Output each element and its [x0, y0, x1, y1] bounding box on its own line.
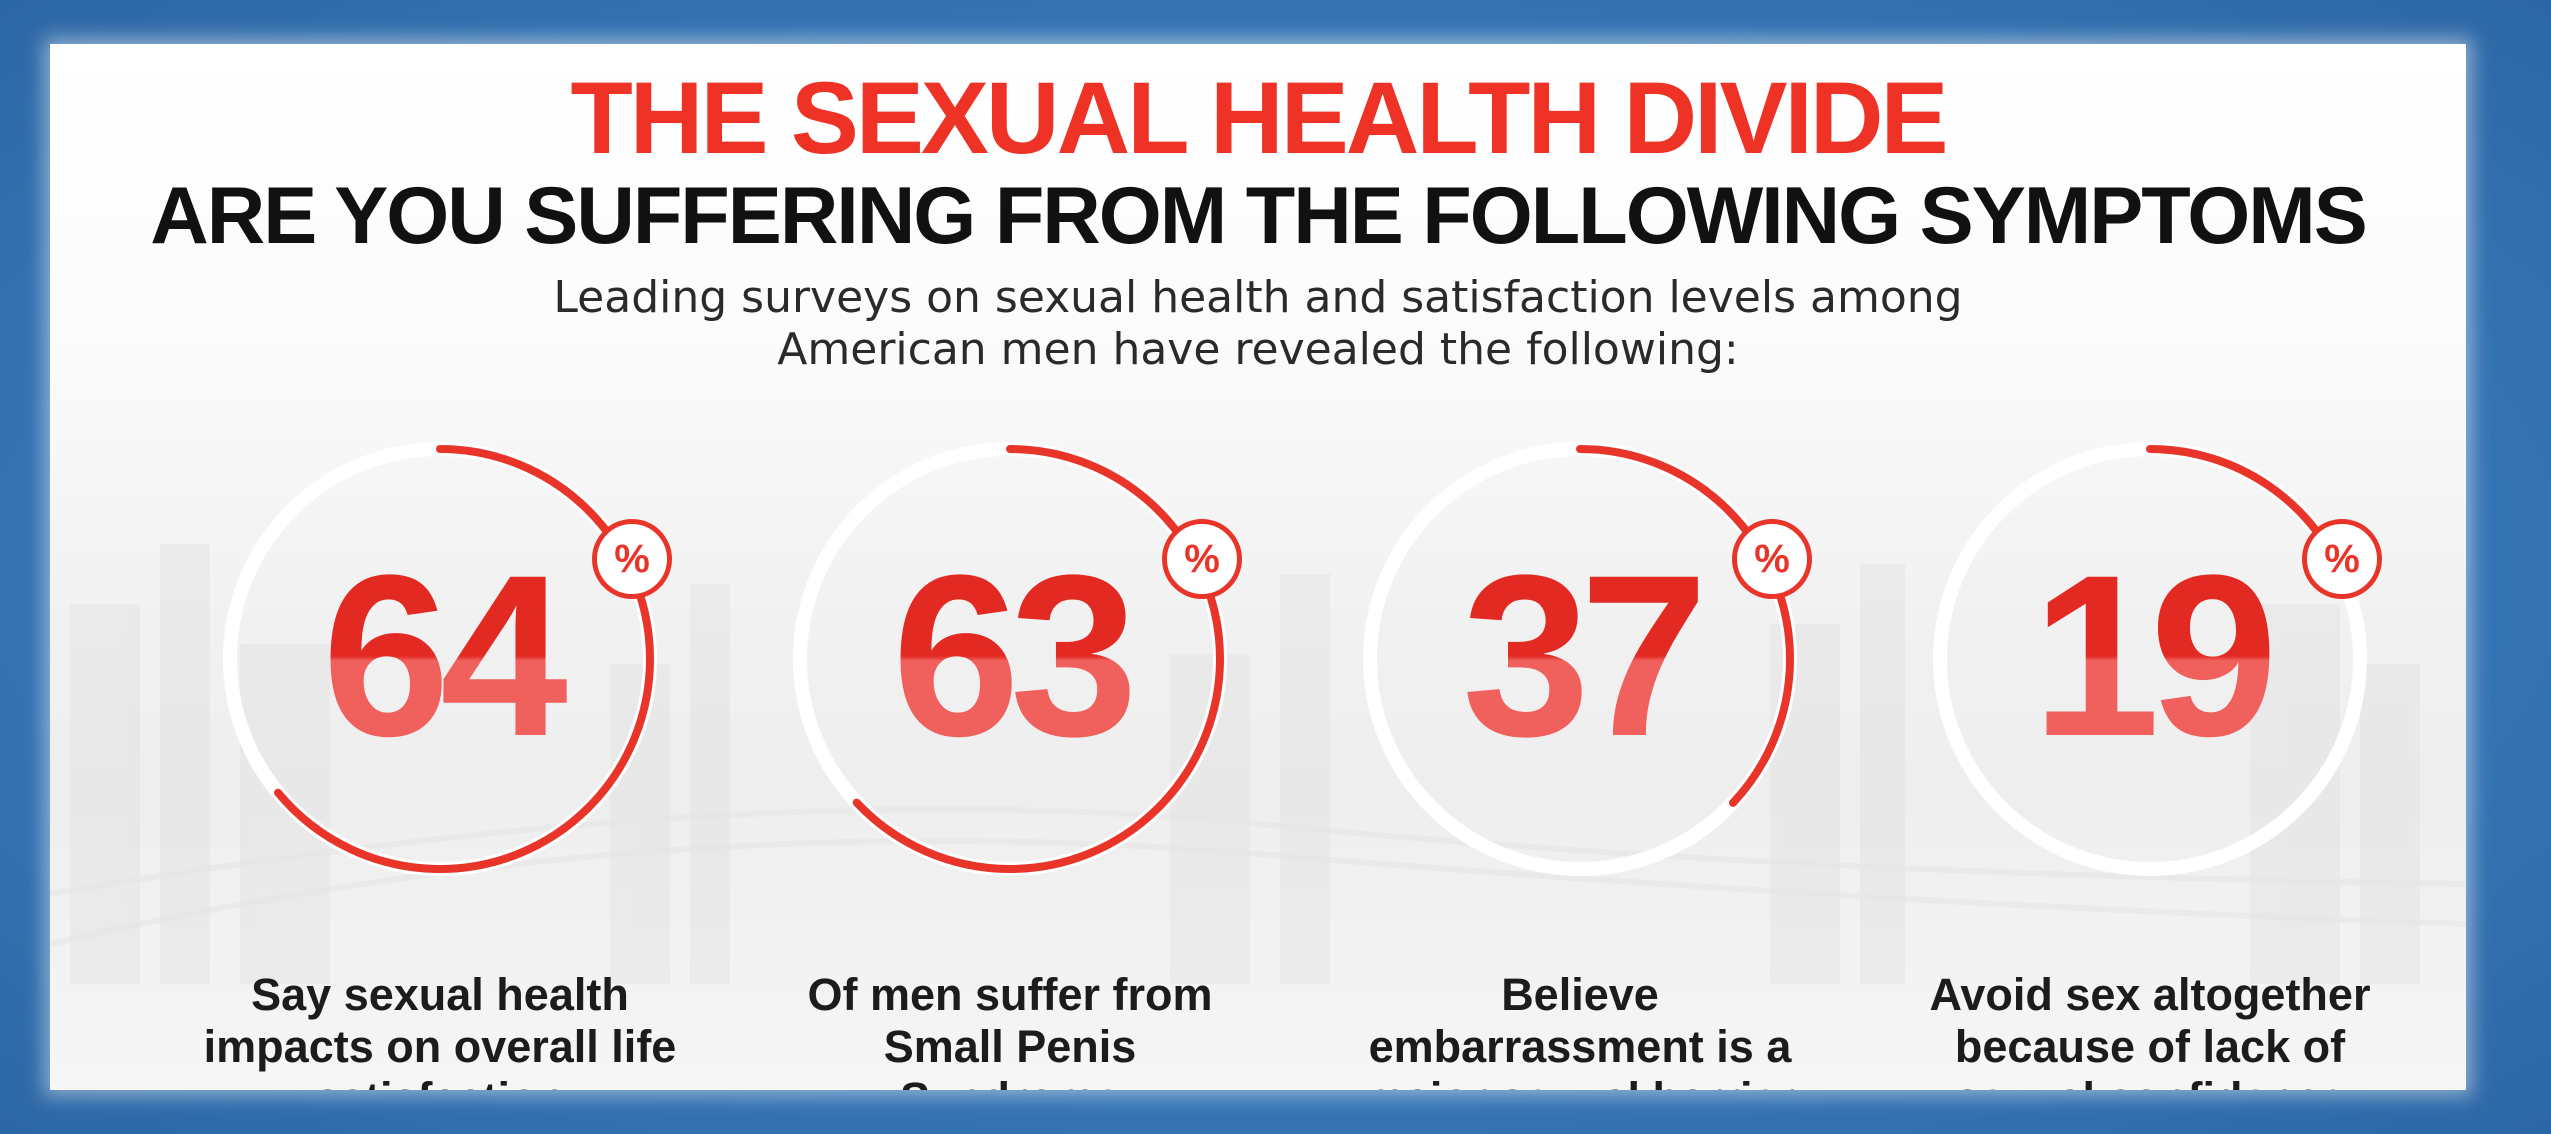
stat-caption: Say sexual health impacts on overall lif… — [170, 969, 710, 1090]
progress-ring — [223, 442, 657, 876]
caption-line: major sexual barrier — [1310, 1073, 1850, 1091]
stat-card-4: 19 % Avoid sex altogether because of lac… — [1880, 429, 2420, 1090]
stat-value: 19 — [1880, 541, 2420, 771]
caption-line: satisfaction — [170, 1073, 710, 1091]
progress-ring — [793, 442, 1227, 876]
ring-progress — [226, 445, 654, 873]
percent-badge: % — [2302, 519, 2382, 599]
ring-progress — [1936, 445, 2364, 873]
stat-card-2: 63 % Of men suffer from Small Penis Synd… — [740, 429, 1280, 1090]
subtitle-line-1: Leading surveys on sexual health and sat… — [553, 272, 1963, 323]
percent-badge: % — [1162, 519, 1242, 599]
percent-badge: % — [1732, 519, 1812, 599]
percent-symbol: % — [1754, 537, 1790, 581]
stat-card-3: 37 % Believe embarrassment is a major se… — [1310, 429, 1850, 1090]
caption-line: Say sexual health — [251, 969, 629, 1020]
page-title: THE SEXUAL HEALTH DIVIDE — [570, 61, 1948, 175]
caption-line: Of men suffer from — [807, 969, 1213, 1020]
progress-ring — [1933, 442, 2367, 876]
stat-value: 37 — [1310, 541, 1850, 771]
ring-progress — [796, 445, 1224, 873]
percent-symbol: % — [2324, 537, 2360, 581]
caption-line: Small Penis — [883, 1020, 1137, 1072]
progress-ring — [1363, 442, 1797, 876]
percent-symbol: % — [614, 537, 650, 581]
caption-line: because of lack of — [1954, 1020, 2346, 1072]
stat-caption: Avoid sex altogether because of lack of … — [1880, 969, 2420, 1090]
caption-line: impacts on overall life — [203, 1020, 677, 1072]
caption-line: embarrassment is a — [1368, 1020, 1792, 1072]
subtitle-line-2: American men have revealed the following… — [777, 323, 1739, 375]
stat-value: 63 — [740, 541, 1280, 771]
headline: ARE YOU SUFFERING FROM THE FOLLOWING SYM… — [150, 171, 2368, 261]
percent-badge: % — [592, 519, 672, 599]
infographic-panel: THE SEXUAL HEALTH DIVIDE ARE YOU SUFFERI… — [50, 44, 2466, 1090]
percent-symbol: % — [1184, 537, 1220, 581]
stat-caption: Believe embarrassment is a major sexual … — [1310, 969, 1850, 1090]
subtitle: Leading surveys on sexual health and sat… — [50, 272, 2466, 376]
caption-line: Avoid sex altogether — [1929, 969, 2371, 1020]
caption-line: Syndrome — [740, 1073, 1280, 1091]
caption-line: sexual confidence — [1880, 1073, 2420, 1091]
stat-value: 64 — [170, 541, 710, 771]
stat-card-1: 64 % Say sexual health impacts on overal… — [170, 429, 710, 1090]
ring-progress — [1366, 445, 1794, 873]
caption-line: Believe — [1501, 969, 1659, 1020]
stat-caption: Of men suffer from Small Penis Syndrome — [740, 969, 1280, 1090]
